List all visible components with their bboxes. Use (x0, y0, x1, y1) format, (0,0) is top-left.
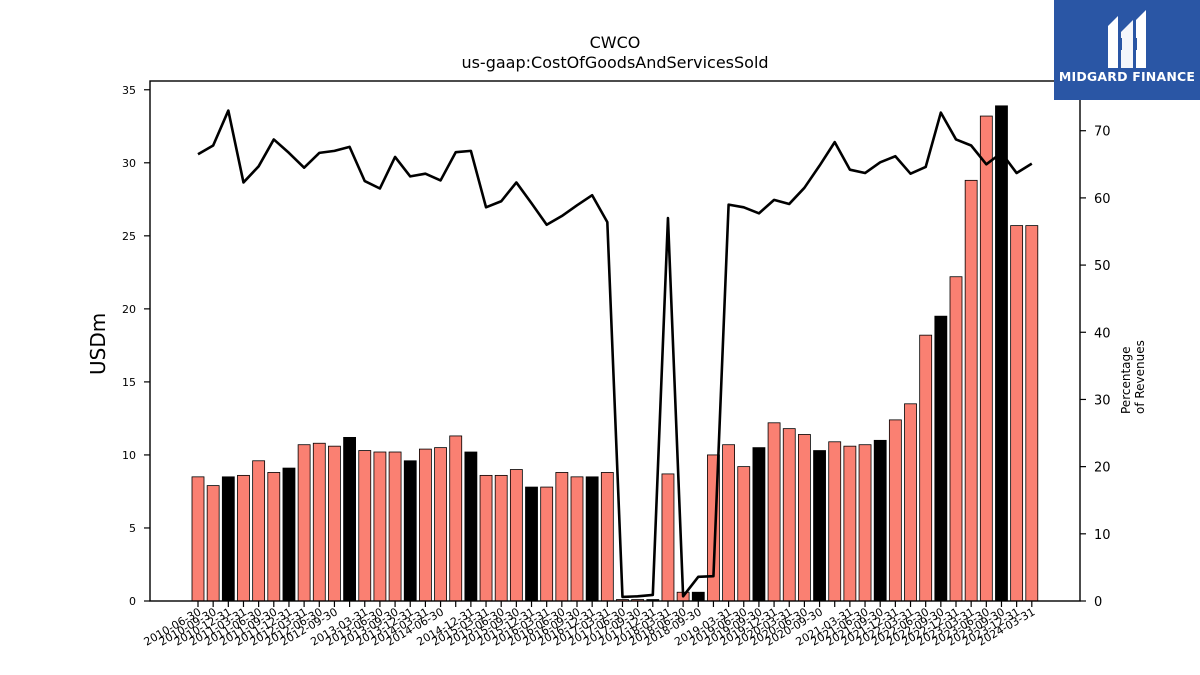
bar (297, 444, 311, 602)
bar (1025, 225, 1039, 602)
y2-tick-label: 30 (1094, 393, 1111, 408)
bar (191, 476, 205, 602)
y2-axis-label: Percentage of Revenues (1119, 340, 1147, 414)
y2-tick-label: 50 (1094, 259, 1111, 274)
bar (964, 179, 978, 602)
bar (995, 105, 1008, 602)
bar (267, 472, 281, 602)
bar (509, 469, 523, 602)
bar (691, 591, 705, 602)
bar (449, 435, 463, 602)
bar (813, 450, 826, 602)
y-tick-label: 30 (122, 157, 136, 170)
axes-layer (149, 80, 1081, 602)
bar (555, 472, 569, 602)
bar (828, 441, 842, 602)
bar (873, 439, 887, 602)
bar (888, 419, 902, 602)
bar (1010, 225, 1024, 602)
bar (328, 445, 341, 602)
y-tick-label: 0 (129, 595, 136, 608)
y-tick-label: 25 (122, 230, 136, 243)
y2-ticks: 0 10 20 30 40 50 60 70 (1080, 125, 1111, 610)
chart-subtitle: us-gaap:CostOfGoodsAndServicesSold (461, 53, 769, 72)
bar (282, 467, 296, 602)
bar (434, 447, 447, 602)
bar (464, 451, 478, 602)
brand-name: MIDGARD FINANCE (1058, 69, 1196, 84)
bar-layer (191, 105, 1039, 602)
bar (343, 436, 357, 602)
line-layer (197, 109, 1033, 599)
bar (798, 434, 811, 602)
chart-title: CWCO (589, 33, 641, 52)
bar (767, 422, 781, 602)
plot-frame (149, 80, 1081, 602)
bar (525, 486, 538, 602)
bar (358, 450, 372, 602)
brand-mark-icon (1108, 10, 1146, 68)
y2-tick-label: 60 (1094, 192, 1111, 207)
y2-tick-label: 40 (1094, 326, 1111, 341)
y2-tick-label: 20 (1094, 461, 1111, 476)
bar (206, 485, 220, 602)
y2-tick-label: 10 (1094, 528, 1111, 543)
y2-tick-label: 0 (1094, 595, 1102, 610)
bar (388, 451, 402, 602)
bar (934, 315, 948, 602)
bar (661, 473, 675, 602)
brand-logo: MIDGARD FINANCE (1054, 0, 1200, 100)
y-tick-label: 5 (129, 522, 136, 535)
y-ticks: 0 5 10 15 20 25 30 35 (122, 84, 150, 608)
bar (752, 447, 766, 602)
x-ticks: 2010-06-302010-09-302010-12-312011-03-31… (142, 601, 1037, 649)
percentage-line (197, 109, 1033, 599)
y-tick-label: 10 (122, 449, 136, 462)
bar (843, 445, 857, 602)
bar (782, 428, 796, 602)
bar (252, 460, 266, 602)
y-tick-label: 15 (122, 376, 136, 389)
bar (919, 334, 933, 602)
bar (403, 460, 417, 602)
bar (858, 444, 872, 602)
bar (949, 276, 963, 602)
bar (540, 486, 554, 602)
bar (904, 403, 917, 602)
bar (585, 476, 599, 602)
y-axis-label: USDm (86, 312, 110, 375)
bar (494, 474, 508, 602)
bar (570, 476, 584, 602)
bar (221, 476, 235, 602)
bar (722, 444, 735, 602)
bar (600, 472, 614, 602)
bar (312, 442, 326, 602)
bar (418, 448, 432, 602)
bar (737, 466, 751, 602)
bar (979, 115, 993, 602)
bar (373, 451, 387, 602)
y-tick-label: 20 (122, 303, 136, 316)
bar (237, 474, 250, 602)
y2-tick-label: 70 (1094, 125, 1111, 140)
bar (479, 474, 493, 602)
y-tick-label: 35 (122, 84, 136, 97)
